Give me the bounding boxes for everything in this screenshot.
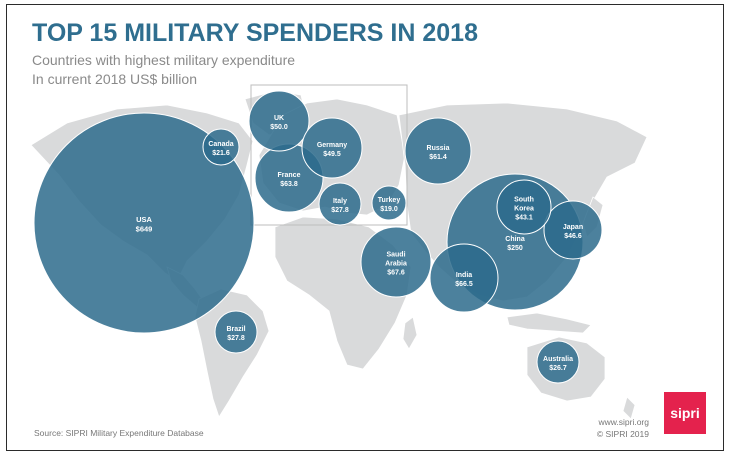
bubble-usa: USA$649 bbox=[33, 112, 255, 334]
bubble-italy: Italy $27.8 bbox=[318, 182, 362, 226]
bubble-country-germany: Germany bbox=[317, 142, 347, 149]
bubble-saudi-arabia: Saudi Arabia $67.6 bbox=[360, 226, 432, 298]
bubble-value-south-korea: $43.1 bbox=[515, 215, 533, 222]
bubble-turkey: Turkey $19.0 bbox=[371, 185, 407, 221]
bubble-value-brazil: $27.8 bbox=[227, 335, 245, 342]
chart-title: TOP 15 MILITARY SPENDERS IN 2018 bbox=[32, 19, 478, 47]
bubble-circle-germany bbox=[301, 117, 363, 179]
bubble-germany: Germany $49.5 bbox=[301, 117, 363, 179]
map-madagascar bbox=[402, 316, 418, 350]
source-note: Source: SIPRI Military Expenditure Datab… bbox=[34, 428, 204, 438]
bubble-value-turkey: $19.0 bbox=[380, 206, 398, 213]
bubble-value-china: $250 bbox=[507, 245, 523, 252]
copyright: © SIPRI 2019 bbox=[596, 429, 649, 439]
bubble-value-india: $66.5 bbox=[455, 281, 473, 288]
sipri-logo-text: sipri bbox=[670, 405, 700, 421]
bubble-japan: Japan $46.6 bbox=[543, 200, 603, 260]
bubble-circle-saudi-arabia bbox=[360, 226, 432, 298]
bubble-country-russia: Russia bbox=[427, 145, 450, 152]
bubble-circle-usa bbox=[33, 112, 255, 334]
site-url[interactable]: www.sipri.org bbox=[598, 417, 649, 427]
bubble-value-russia: $61.4 bbox=[429, 154, 447, 161]
bubble-country-turkey: Turkey bbox=[378, 197, 401, 204]
bubble-australia: Australia $26.7 bbox=[536, 340, 580, 384]
bubble-country-india: India bbox=[456, 272, 472, 279]
bubble-value-saudi-arabia: $67.6 bbox=[387, 270, 405, 277]
bubble-brazil: Brazil $27.8 bbox=[214, 310, 258, 354]
bubble-country-china: China bbox=[505, 236, 525, 243]
bubble-circle-canada bbox=[202, 128, 240, 166]
bubble-value-canada: $21.6 bbox=[212, 150, 230, 157]
chart-subtitle: Countries with highest military expendit… bbox=[32, 52, 296, 68]
bubble-circle-uk bbox=[248, 90, 310, 152]
chart-unit: In current 2018 US$ billion bbox=[32, 71, 197, 87]
bubble-country-usa: USA bbox=[136, 215, 152, 224]
bubble-circle-australia bbox=[536, 340, 580, 384]
bubble-country-australia: Australia bbox=[543, 356, 573, 363]
bubble-value-usa: $649 bbox=[136, 225, 153, 234]
bubble-circle-brazil bbox=[214, 310, 258, 354]
bubble-country-uk: UK bbox=[274, 115, 284, 122]
world-map: USA$649 China $250 Saudi Arabia $67.6 India $66… bbox=[30, 84, 648, 420]
bubble-country-france: France bbox=[278, 172, 301, 179]
bubble-circle-south-korea bbox=[496, 179, 552, 235]
sipri-logo[interactable]: sipri bbox=[664, 392, 706, 434]
bubble-india: India $66.5 bbox=[429, 243, 499, 313]
map-indonesia bbox=[506, 312, 592, 334]
bubble-circle-japan bbox=[543, 200, 603, 260]
bubble-country-italy: Italy bbox=[333, 198, 347, 205]
bubble-value-japan: $46.6 bbox=[564, 233, 582, 240]
bubble-russia: Russia $61.4 bbox=[404, 117, 472, 185]
site-info: www.sipri.org © SIPRI 2019 bbox=[597, 416, 649, 440]
bubble-south-korea: South Korea $43.1 bbox=[496, 179, 552, 235]
bubble-country-brazil: Brazil bbox=[226, 326, 245, 333]
bubble-circle-russia bbox=[404, 117, 472, 185]
bubble-value-australia: $26.7 bbox=[549, 365, 567, 372]
bubble-canada: Canada $21.6 bbox=[202, 128, 240, 166]
infographic-frame: USA $649 China $250 Saudi Arabia $67.6 India $66… bbox=[6, 4, 724, 451]
map-new-zealand bbox=[622, 396, 636, 420]
bubble-circle-india bbox=[429, 243, 499, 313]
bubble-country-saudi-arabia: Saudi Arabia bbox=[385, 252, 407, 268]
bubble-country-canada: Canada bbox=[208, 141, 233, 148]
bubble-layer: USA$649 China $250 Saudi Arabia $67.6 India $66… bbox=[33, 90, 603, 384]
bubble-country-japan: Japan bbox=[563, 224, 583, 231]
bubble-circle-italy bbox=[318, 182, 362, 226]
bubble-uk: UK $50.0 bbox=[248, 90, 310, 152]
bubble-circle-turkey bbox=[371, 185, 407, 221]
bubble-country-south-korea: South Korea bbox=[514, 197, 534, 213]
bubble-value-france: $63.8 bbox=[280, 181, 298, 188]
bubble-value-italy: $27.8 bbox=[331, 207, 349, 214]
bubble-value-germany: $49.5 bbox=[323, 151, 341, 158]
bubble-value-uk: $50.0 bbox=[270, 124, 288, 131]
